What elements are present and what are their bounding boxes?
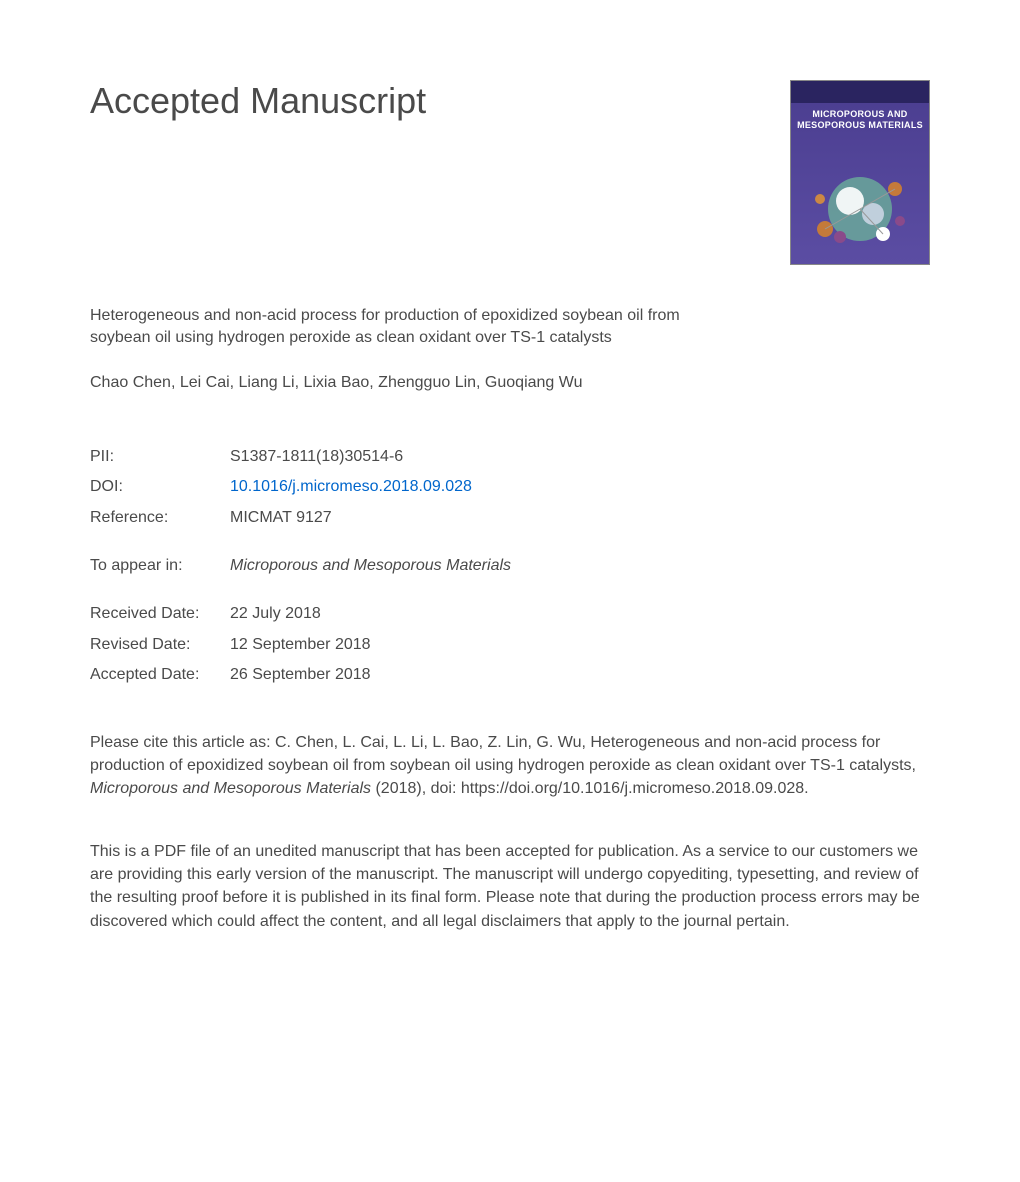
meta-value-to-appear: Microporous and Mesoporous Materials — [230, 551, 511, 581]
citation-suffix: (2018), doi: https://doi.org/10.1016/j.m… — [371, 780, 809, 797]
citation-journal: Microporous and Mesoporous Materials — [90, 780, 371, 797]
meta-row-received: Received Date: 22 July 2018 — [90, 599, 930, 629]
cover-title: MICROPOROUS AND MESOPOROUS MATERIALS — [791, 103, 929, 133]
meta-row-reference: Reference: MICMAT 9127 — [90, 503, 930, 533]
meta-label-pii: PII: — [90, 442, 230, 472]
meta-row-to-appear: To appear in: Microporous and Mesoporous… — [90, 551, 930, 581]
meta-value-received: 22 July 2018 — [230, 599, 321, 629]
meta-label-revised: Revised Date: — [90, 630, 230, 660]
meta-row-pii: PII: S1387-1811(18)30514-6 — [90, 442, 930, 472]
meta-value-accepted: 26 September 2018 — [230, 660, 371, 690]
meta-value-doi-link[interactable]: 10.1016/j.micromeso.2018.09.028 — [230, 472, 472, 502]
metadata-block: PII: S1387-1811(18)30514-6 DOI: 10.1016/… — [90, 442, 930, 691]
meta-label-accepted: Accepted Date: — [90, 660, 230, 690]
authors-list: Chao Chen, Lei Cai, Liang Li, Lixia Bao,… — [90, 374, 930, 392]
header-row: Accepted Manuscript MICROPOROUS AND MESO… — [90, 80, 930, 265]
cover-title-line2: MESOPOROUS MATERIALS — [797, 120, 923, 130]
article-title: Heterogeneous and non-acid process for p… — [90, 305, 730, 350]
meta-value-revised: 12 September 2018 — [230, 630, 371, 660]
meta-row-doi: DOI: 10.1016/j.micromeso.2018.09.028 — [90, 472, 930, 502]
cover-topbar — [791, 81, 929, 103]
meta-label-doi: DOI: — [90, 472, 230, 502]
meta-row-revised: Revised Date: 12 September 2018 — [90, 630, 930, 660]
journal-cover-thumbnail: MICROPOROUS AND MESOPOROUS MATERIALS — [790, 80, 930, 265]
meta-label-reference: Reference: — [90, 503, 230, 533]
citation-paragraph: Please cite this article as: C. Chen, L.… — [90, 731, 930, 801]
meta-value-pii: S1387-1811(18)30514-6 — [230, 442, 403, 472]
meta-label-to-appear: To appear in: — [90, 551, 230, 581]
citation-prefix: Please cite this article as: C. Chen, L.… — [90, 734, 916, 774]
disclaimer-paragraph: This is a PDF file of an unedited manusc… — [90, 840, 930, 933]
meta-row-accepted: Accepted Date: 26 September 2018 — [90, 660, 930, 690]
page-heading: Accepted Manuscript — [90, 80, 426, 122]
meta-label-received: Received Date: — [90, 599, 230, 629]
cover-molecule-graphic — [805, 159, 915, 254]
meta-value-reference: MICMAT 9127 — [230, 503, 332, 533]
cover-title-line1: MICROPOROUS AND — [812, 109, 907, 119]
